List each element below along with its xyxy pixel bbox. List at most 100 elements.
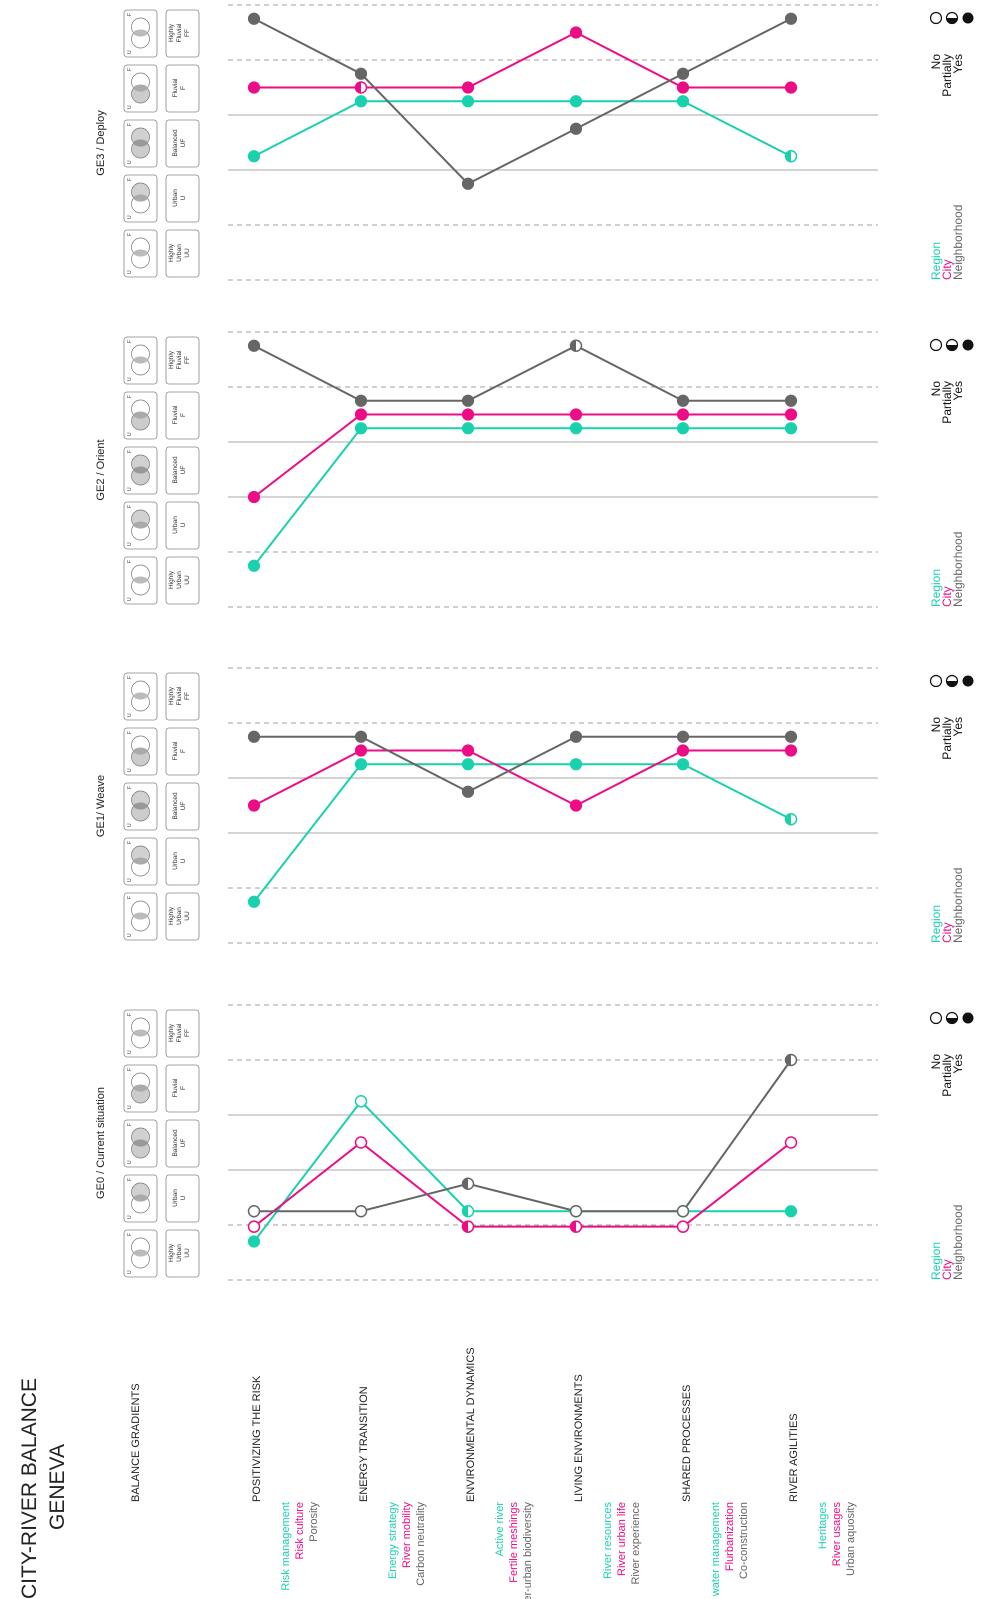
legend-state-text: No bbox=[929, 717, 943, 733]
gradient-label-box bbox=[165, 391, 200, 440]
marker-partial-half bbox=[462, 1205, 468, 1217]
gradient-label: Urban bbox=[172, 1189, 179, 1207]
legend-no-circle bbox=[929, 674, 943, 688]
legend-scale: City bbox=[940, 1259, 954, 1280]
marker-region bbox=[247, 895, 261, 908]
venn-letter-u: U bbox=[127, 105, 133, 109]
gradient-label-box bbox=[165, 64, 200, 113]
gradient-code: UU bbox=[184, 248, 191, 258]
marker-city bbox=[247, 1220, 261, 1233]
category-subitem-text: Fertile meshings bbox=[508, 1502, 520, 1583]
gradient-label-box bbox=[165, 336, 200, 385]
marker-region bbox=[354, 1095, 368, 1108]
category-subitem-text: River usages bbox=[831, 1502, 843, 1567]
gradient-code: F bbox=[180, 1086, 187, 1090]
category-subitem: Flurbanization bbox=[724, 1502, 736, 1571]
legend-state: No bbox=[929, 381, 943, 397]
marker-yes bbox=[354, 67, 368, 80]
marker-neighborhood bbox=[676, 67, 690, 80]
gradient-header: BALANCE GRADIENTS bbox=[130, 1383, 142, 1502]
series-line-city bbox=[254, 31, 791, 89]
gradient-label-box bbox=[165, 1064, 200, 1113]
legend-state-text: Yes bbox=[951, 1054, 965, 1074]
gradient-code: U bbox=[180, 522, 187, 527]
venn-overlap bbox=[133, 1249, 148, 1257]
panel-title: GE3 / Deploy bbox=[95, 110, 107, 176]
category-subitem-text: Integrated water management bbox=[710, 1502, 722, 1599]
gradient-code: UU bbox=[184, 911, 191, 921]
legend-partially-icon bbox=[945, 1011, 959, 1025]
title-line1: CITY-RIVER BALANCE bbox=[18, 1378, 41, 1599]
venn-letter-u: U bbox=[127, 215, 133, 219]
legend-scale: Region bbox=[929, 905, 943, 943]
legend-partially-icon bbox=[945, 338, 959, 352]
gradient-box: U F Highly Fluvial FF bbox=[123, 672, 200, 721]
venn-letter-u: U bbox=[127, 1160, 133, 1164]
gradient-label: Highly bbox=[168, 906, 175, 925]
gradient-box: U F Highly Urban UU bbox=[123, 229, 200, 278]
marker-neighborhood bbox=[354, 394, 368, 407]
marker-city bbox=[784, 1136, 798, 1149]
marker-neighborhood bbox=[247, 1205, 261, 1218]
category-subitem-text: Risk management bbox=[280, 1502, 292, 1591]
legend-yes-icon bbox=[962, 675, 974, 687]
figure-subtitle: GENEVA bbox=[46, 1444, 69, 1530]
marker-region bbox=[676, 422, 690, 435]
venn-letter-u: U bbox=[127, 487, 133, 491]
category-subitem-text: Carbon neutrality bbox=[415, 1502, 427, 1586]
legend-state: Partially bbox=[940, 54, 954, 97]
gradient-label: Highly bbox=[168, 570, 175, 589]
legend-state-text: Partially bbox=[940, 54, 954, 97]
marker-no bbox=[676, 1220, 690, 1233]
marker-neighborhood bbox=[569, 1205, 583, 1218]
gradient-label: Balanced bbox=[172, 456, 179, 483]
gradient-label-box bbox=[165, 119, 200, 168]
venn-letter-f: F bbox=[127, 13, 133, 16]
category-subitem-text: Co-construction bbox=[738, 1502, 750, 1579]
venn-letter-f: F bbox=[127, 1233, 133, 1236]
legend-no-icon bbox=[929, 1011, 943, 1025]
gradient-label-box bbox=[165, 446, 200, 495]
category-title-text: SHARED PROCESSES bbox=[681, 1385, 693, 1502]
marker-yes bbox=[354, 408, 368, 421]
marker-yes bbox=[247, 81, 261, 94]
figure-title: CITY-RIVER BALANCE bbox=[18, 1378, 41, 1599]
category-subitem-text: Heritages bbox=[817, 1502, 829, 1550]
category-subitem-text: River-urban biodiversity bbox=[522, 1502, 534, 1599]
marker-yes bbox=[676, 95, 690, 108]
gradient-label: Balanced bbox=[172, 792, 179, 819]
category-subitem-text: Active river bbox=[494, 1502, 506, 1557]
gradient-code: UF bbox=[180, 466, 187, 475]
legend-scale-text: City bbox=[940, 1259, 954, 1280]
venn-letter-f: F bbox=[127, 178, 133, 181]
gradient-code: FF bbox=[184, 1029, 191, 1037]
category-title-text: ENERGY TRANSITION bbox=[358, 1386, 370, 1502]
venn-overlap bbox=[133, 466, 148, 474]
venn-letter-f: F bbox=[127, 1013, 133, 1016]
panel-title: GE1/ Weave bbox=[95, 775, 107, 837]
legend-scale-text: City bbox=[940, 259, 954, 280]
gradient-box: U F Highly Fluvial FF bbox=[123, 336, 200, 385]
legend-scale: Neighborhood bbox=[951, 868, 965, 943]
marker-yes bbox=[461, 744, 475, 757]
venn-letter-f: F bbox=[127, 1178, 133, 1181]
marker-region bbox=[569, 758, 583, 771]
marker-neighborhood bbox=[784, 1053, 798, 1067]
marker-partial-half bbox=[785, 150, 791, 162]
legend-scale: Neighborhood bbox=[951, 205, 965, 280]
marker-region bbox=[461, 1205, 475, 1218]
marker-region bbox=[676, 758, 690, 771]
gradient-label: Fluvial bbox=[172, 1078, 179, 1097]
gradient-label-box bbox=[165, 1229, 200, 1278]
venn-overlap bbox=[133, 912, 148, 920]
gradient-label: Balanced bbox=[172, 1129, 179, 1156]
legend-scale: City bbox=[940, 922, 954, 943]
legend-yes-circle bbox=[962, 12, 974, 24]
marker-neighborhood bbox=[569, 339, 583, 352]
category-title-text: POSITIVIZING THE RISK bbox=[251, 1375, 263, 1502]
